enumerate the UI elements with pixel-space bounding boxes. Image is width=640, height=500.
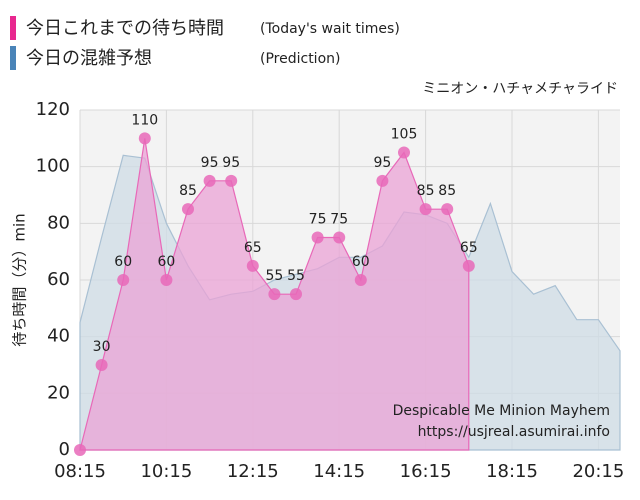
data-label: 60 [352, 254, 370, 270]
data-label: 65 [460, 240, 478, 256]
data-label: 85 [179, 183, 197, 199]
data-label: 85 [438, 183, 456, 199]
data-point [376, 174, 389, 187]
x-tick-label: 16:15 [400, 461, 452, 482]
data-label: 55 [287, 268, 305, 284]
data-point [268, 288, 281, 301]
y-tick-label: 120 [36, 99, 70, 120]
data-label: 95 [201, 155, 219, 171]
data-label: 95 [222, 155, 240, 171]
data-point [462, 259, 475, 272]
data-point [117, 274, 130, 286]
data-point [160, 274, 173, 286]
data-point [354, 274, 367, 286]
y-tick-label: 60 [47, 269, 70, 290]
data-label: 30 [93, 339, 111, 355]
data-point [290, 288, 302, 301]
data-point [74, 444, 86, 456]
y-tick-label: 20 [47, 382, 70, 403]
data-label: 55 [265, 268, 283, 284]
x-tick-label: 14:15 [313, 461, 365, 482]
source: https://usjreal.asumirai.info [418, 424, 610, 440]
data-point [182, 203, 194, 216]
data-point [95, 359, 108, 371]
x-tick-label: 10:15 [140, 461, 192, 482]
legend-note: (Today's wait times) [260, 21, 400, 37]
x-tick-label: 12:15 [227, 461, 279, 482]
data-label: 65 [244, 240, 262, 256]
data-point [203, 174, 216, 187]
legend-label: 今日これまでの待ち時間 [26, 18, 224, 39]
data-label: 95 [373, 155, 391, 171]
data-label: 75 [330, 212, 348, 228]
data-label: 60 [114, 254, 132, 270]
data-label: 105 [391, 127, 418, 143]
y-tick-label: 40 [47, 326, 70, 347]
data-point [419, 203, 432, 216]
legend-key [10, 46, 16, 70]
data-point [398, 146, 410, 159]
data-point [441, 203, 454, 216]
data-label: 60 [157, 254, 175, 270]
y-axis-label: 待ち時間（分）min [11, 213, 29, 346]
data-point [246, 259, 259, 272]
x-tick-label: 08:15 [54, 461, 106, 482]
y-tick-label: 0 [59, 439, 70, 460]
data-point [333, 231, 346, 244]
y-tick-label: 100 [36, 156, 70, 177]
subtitle: ミニオン・ハチャメチャライド [422, 81, 618, 97]
data-point [225, 174, 238, 187]
data-point [138, 132, 151, 145]
data-label: 110 [131, 112, 158, 128]
data-point [311, 231, 324, 244]
legend-label: 今日の混雑予想 [26, 48, 152, 69]
y-tick-label: 80 [47, 212, 70, 233]
x-tick-label: 18:15 [486, 461, 538, 482]
annotation: Despicable Me Minion Mayhem [393, 403, 610, 419]
data-label: 85 [417, 183, 435, 199]
legend-note: (Prediction) [260, 51, 340, 67]
data-label: 75 [309, 212, 327, 228]
x-tick-label: 20:15 [572, 461, 624, 482]
legend-key [10, 16, 16, 40]
